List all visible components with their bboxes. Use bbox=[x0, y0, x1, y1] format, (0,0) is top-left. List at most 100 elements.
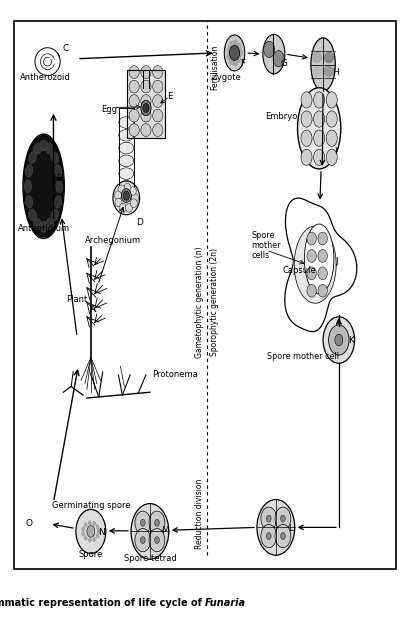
Text: C: C bbox=[62, 44, 68, 53]
Ellipse shape bbox=[306, 249, 316, 262]
Ellipse shape bbox=[236, 56, 240, 63]
Ellipse shape bbox=[326, 130, 337, 146]
Ellipse shape bbox=[141, 101, 151, 115]
Ellipse shape bbox=[114, 191, 121, 199]
Text: Plant: Plant bbox=[66, 295, 88, 304]
Ellipse shape bbox=[262, 35, 284, 74]
Ellipse shape bbox=[131, 194, 138, 202]
Ellipse shape bbox=[129, 123, 139, 136]
Ellipse shape bbox=[56, 180, 63, 193]
Polygon shape bbox=[127, 70, 164, 138]
Circle shape bbox=[84, 536, 87, 540]
Ellipse shape bbox=[300, 149, 311, 165]
Circle shape bbox=[280, 515, 285, 522]
Ellipse shape bbox=[326, 111, 337, 127]
Ellipse shape bbox=[119, 181, 133, 192]
Circle shape bbox=[84, 523, 87, 527]
Ellipse shape bbox=[141, 109, 151, 122]
Ellipse shape bbox=[112, 181, 139, 215]
Circle shape bbox=[92, 537, 95, 542]
Text: Sporophytic generation (2n): Sporophytic generation (2n) bbox=[209, 248, 218, 357]
Text: G: G bbox=[279, 59, 287, 68]
Text: L: L bbox=[288, 524, 292, 533]
Circle shape bbox=[81, 532, 85, 536]
Text: B: B bbox=[56, 174, 62, 183]
Circle shape bbox=[154, 537, 159, 544]
Circle shape bbox=[87, 526, 94, 537]
Circle shape bbox=[76, 510, 106, 553]
Text: Protonema: Protonema bbox=[151, 370, 197, 379]
Ellipse shape bbox=[313, 92, 324, 108]
Text: I: I bbox=[334, 147, 336, 156]
Ellipse shape bbox=[317, 232, 327, 245]
Circle shape bbox=[272, 51, 283, 67]
Circle shape bbox=[266, 532, 270, 539]
Text: H: H bbox=[331, 68, 338, 77]
Ellipse shape bbox=[152, 65, 162, 78]
Text: Egg: Egg bbox=[101, 105, 117, 114]
Text: K: K bbox=[348, 336, 353, 344]
Ellipse shape bbox=[152, 94, 162, 107]
Circle shape bbox=[140, 520, 145, 526]
Circle shape bbox=[81, 527, 85, 531]
Ellipse shape bbox=[313, 130, 324, 146]
Ellipse shape bbox=[33, 218, 42, 230]
Circle shape bbox=[96, 534, 99, 539]
Circle shape bbox=[260, 507, 276, 530]
Text: Capsule: Capsule bbox=[282, 266, 316, 275]
Ellipse shape bbox=[317, 267, 327, 280]
Circle shape bbox=[88, 521, 91, 525]
Ellipse shape bbox=[24, 136, 63, 237]
Circle shape bbox=[256, 500, 294, 555]
Text: Antheridium: Antheridium bbox=[18, 223, 70, 233]
Ellipse shape bbox=[51, 209, 58, 221]
Circle shape bbox=[263, 41, 274, 57]
Ellipse shape bbox=[54, 196, 62, 208]
Ellipse shape bbox=[119, 143, 133, 154]
Ellipse shape bbox=[129, 187, 136, 196]
Ellipse shape bbox=[119, 203, 126, 212]
Circle shape bbox=[266, 515, 270, 522]
Circle shape bbox=[274, 507, 290, 530]
Ellipse shape bbox=[311, 52, 321, 64]
Ellipse shape bbox=[141, 65, 151, 78]
Text: Spore mother cell: Spore mother cell bbox=[267, 352, 339, 362]
Ellipse shape bbox=[129, 109, 139, 122]
Circle shape bbox=[135, 511, 151, 534]
Text: Germinating spore: Germinating spore bbox=[52, 501, 130, 510]
Polygon shape bbox=[294, 226, 335, 303]
Ellipse shape bbox=[152, 80, 162, 93]
Ellipse shape bbox=[306, 267, 316, 280]
Ellipse shape bbox=[141, 80, 151, 93]
Text: E: E bbox=[166, 92, 172, 101]
Text: Reduction division: Reduction division bbox=[194, 479, 203, 549]
Ellipse shape bbox=[129, 80, 139, 93]
Text: F: F bbox=[240, 59, 245, 68]
Ellipse shape bbox=[51, 152, 58, 164]
Ellipse shape bbox=[311, 65, 321, 77]
Ellipse shape bbox=[236, 43, 240, 50]
Ellipse shape bbox=[25, 196, 33, 208]
Ellipse shape bbox=[119, 155, 133, 167]
Ellipse shape bbox=[306, 232, 316, 245]
Circle shape bbox=[92, 521, 95, 526]
Circle shape bbox=[154, 520, 159, 526]
Ellipse shape bbox=[118, 185, 125, 194]
Ellipse shape bbox=[233, 59, 237, 66]
Ellipse shape bbox=[313, 111, 324, 127]
Ellipse shape bbox=[229, 58, 234, 65]
Circle shape bbox=[229, 46, 239, 60]
Ellipse shape bbox=[229, 41, 234, 48]
Ellipse shape bbox=[39, 141, 48, 151]
Ellipse shape bbox=[300, 111, 311, 127]
Text: Spore: Spore bbox=[79, 550, 103, 559]
Circle shape bbox=[88, 537, 91, 542]
Circle shape bbox=[140, 537, 145, 544]
Text: Zygote: Zygote bbox=[211, 73, 240, 82]
Ellipse shape bbox=[29, 209, 36, 221]
Circle shape bbox=[97, 529, 100, 534]
Ellipse shape bbox=[300, 130, 311, 146]
Ellipse shape bbox=[29, 152, 36, 164]
Text: Spore tetrad: Spore tetrad bbox=[123, 554, 176, 563]
Circle shape bbox=[280, 532, 285, 539]
